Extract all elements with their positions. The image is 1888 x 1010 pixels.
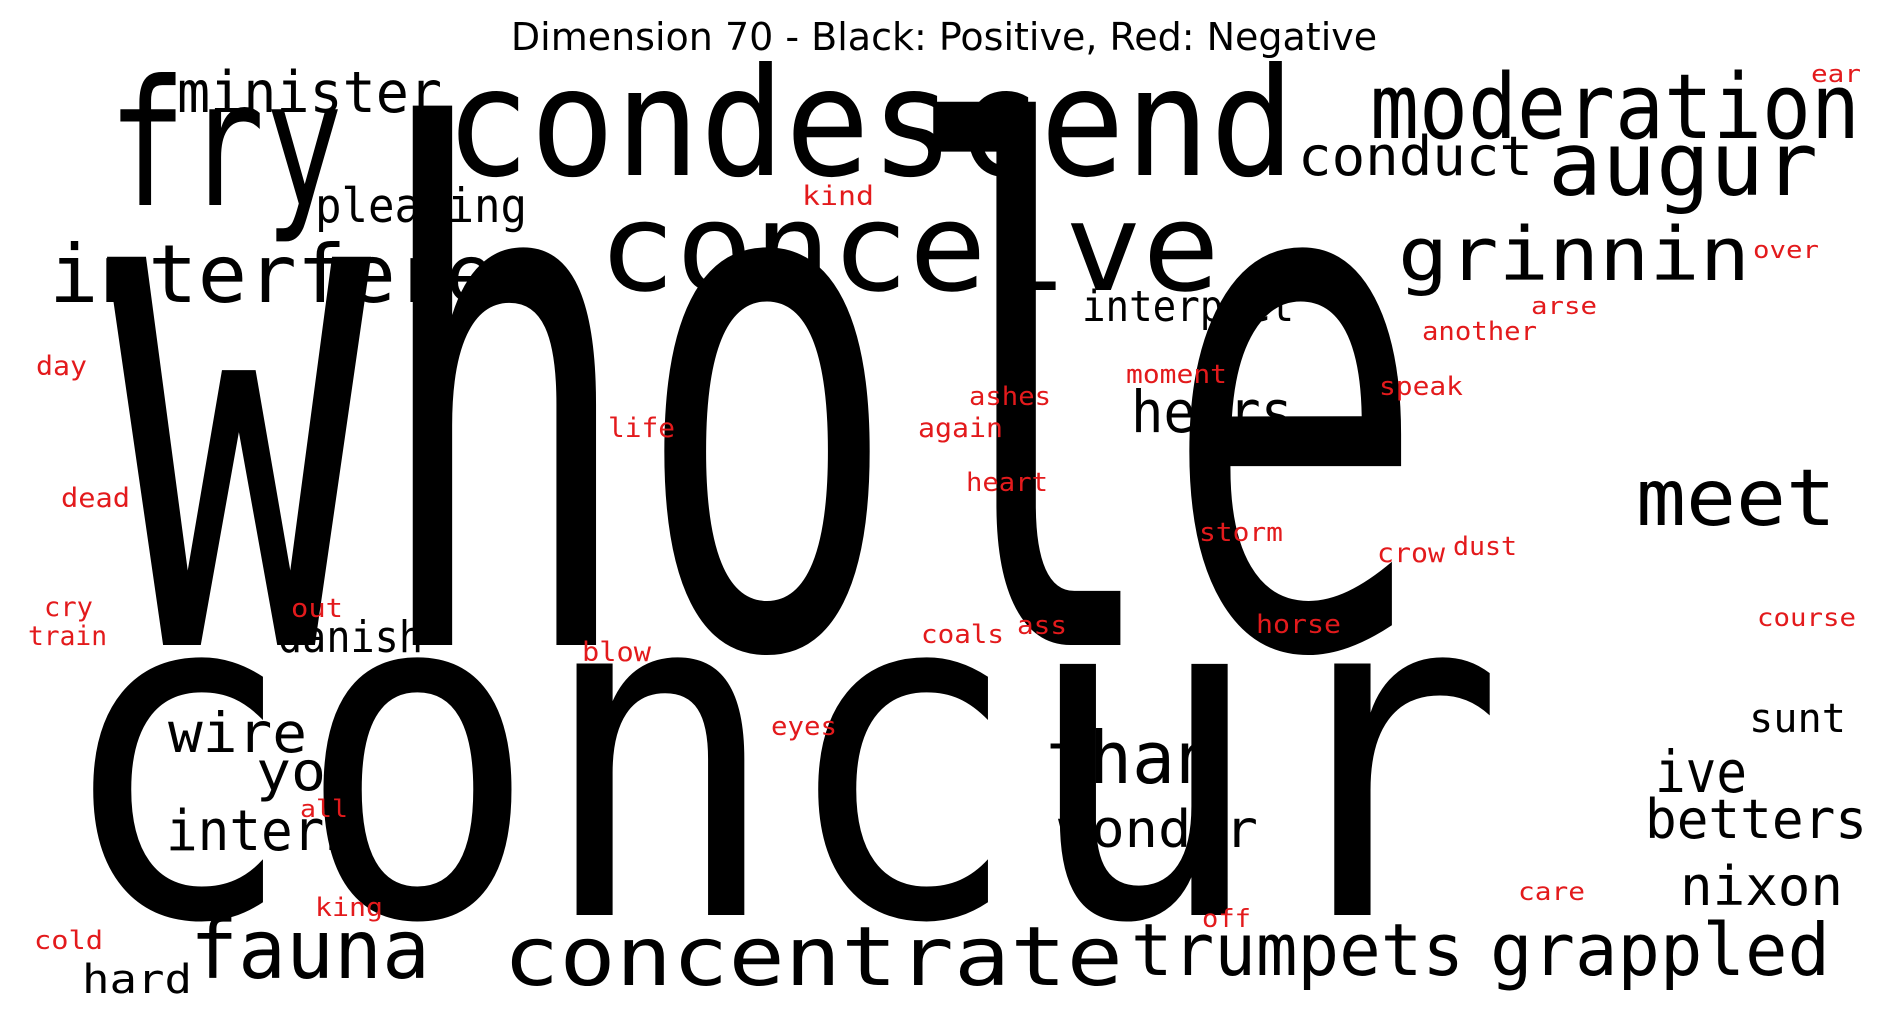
word-negative-ear: ear (1811, 60, 1861, 88)
word-negative-ass: ass (1017, 611, 1067, 641)
word-negative-care: care (1518, 877, 1585, 906)
word-positive-concentrate: concentrate (503, 910, 1123, 1005)
word-negative-moment: moment (1126, 360, 1227, 390)
word-positive-than: than (1046, 716, 1218, 800)
word-positive-fry: fry (108, 44, 343, 247)
word-positive-conduct: conduct (1298, 125, 1533, 188)
word-negative-again: again (918, 413, 1003, 444)
word-negative-off: off (1202, 904, 1251, 933)
word-negative-ashes: ashes (969, 382, 1051, 412)
word-positive-concur: concur (55, 489, 1505, 1010)
word-positive-minister: minister (177, 60, 442, 126)
word-negative-eyes: eyes (771, 712, 837, 742)
word-negative-another: another (1422, 317, 1537, 347)
word-positive-ive: ive (1655, 738, 1747, 806)
word-positive-whole: whole (107, 0, 1427, 813)
word-negative-train: train (28, 621, 107, 652)
word-positive-grinnin: grinnin (1398, 212, 1750, 298)
word-positive-condescend: condescend (445, 37, 1295, 211)
word-negative-over: over (1753, 236, 1819, 264)
word-negative-cry: cry (44, 592, 93, 623)
word-positive-fauna: fauna (190, 903, 430, 998)
word-negative-out: out (291, 594, 343, 624)
word-negative-storm: storm (1199, 518, 1283, 548)
figure-title: Dimension 70 - Black: Positive, Red: Neg… (510, 15, 1378, 59)
word-negative-arse: arse (1531, 292, 1597, 320)
word-positive-moderation: moderation (1370, 55, 1860, 160)
word-positive-meet: meet (1636, 454, 1836, 544)
word-negative-day: day (36, 351, 87, 382)
word-negative-cold: cold (34, 926, 103, 956)
word-negative-course: course (1757, 603, 1856, 632)
word-negative-horse: horse (1256, 610, 1341, 640)
word-positive-sunt: sunt (1749, 696, 1846, 742)
word-positive-hears: hears (1131, 378, 1293, 446)
word-positive-intern: intern (166, 799, 356, 864)
word-negative-coals: coals (921, 620, 1004, 650)
word-negative-all: all (300, 795, 348, 823)
word-positive-betters: betters (1645, 788, 1867, 851)
word-negative-speak: speak (1379, 372, 1463, 402)
word-negative-dust: dust (1453, 532, 1517, 562)
word-positive-hard: hard (82, 957, 192, 1003)
word-negative-life: life (608, 413, 675, 444)
word-negative-blow: blow (582, 637, 652, 668)
word-positive-nixon: nixon (1680, 855, 1843, 918)
word-negative-heart: heart (966, 468, 1048, 498)
word-negative-crow: crow (1377, 538, 1446, 569)
word-positive-augur: augur (1548, 113, 1818, 216)
word-positive-danish: danish (278, 612, 423, 663)
word-positive-conceive: conceive (598, 177, 1220, 319)
word-positive-wire: wire (168, 701, 307, 765)
word-negative-dead: dead (61, 483, 130, 514)
word-positive-grappled: grappled (1490, 908, 1830, 992)
word-positive-interpret: interpret (1082, 282, 1294, 332)
word-positive-yon: yon (256, 740, 361, 803)
word-positive-trumpets: trumpets (1131, 908, 1464, 992)
word-positive-pleasing: pleasing (315, 179, 527, 234)
word-negative-kind: kind (802, 181, 874, 212)
word-positive-wonder: wonder (1058, 800, 1258, 860)
word-negative-king: king (315, 893, 383, 923)
word-positive-interfere: interfere (49, 228, 495, 321)
